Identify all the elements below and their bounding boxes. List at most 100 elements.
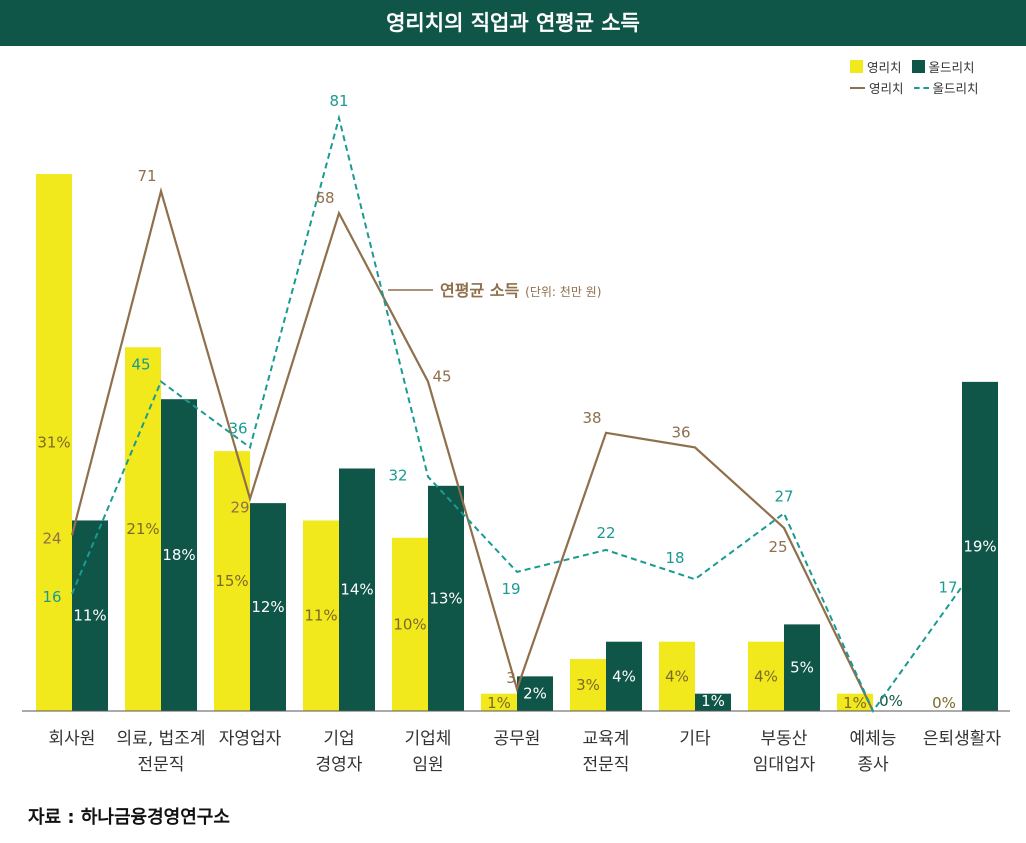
line-label-young-2: 29 — [230, 499, 249, 517]
bar-old-6 — [606, 641, 642, 711]
bar-old-3 — [339, 468, 375, 711]
annotation-label: 연평균 소득 — [440, 281, 519, 300]
bar-young-5 — [481, 693, 517, 711]
legend-row-lines: 영리치 올드리치 — [850, 77, 989, 98]
bar-label-young-5: 1% — [487, 694, 511, 712]
line-old — [71, 114, 963, 713]
line-label-old-10: 17 — [938, 579, 957, 597]
line-label-young-7: 36 — [671, 423, 690, 441]
bar-label-old-0: 11% — [73, 607, 106, 625]
bar-label-old-6: 4% — [612, 667, 636, 685]
bar-label-young-3: 11% — [304, 607, 337, 625]
legend-swatch-old-bar — [911, 60, 925, 73]
bar-label-young-1: 21% — [126, 520, 159, 538]
bar-young-8 — [748, 641, 784, 711]
line-label-old-2: 36 — [228, 419, 247, 437]
category-label-10-0: 은퇴생활자 — [923, 729, 1002, 749]
bar-label-old-1: 18% — [162, 546, 195, 564]
bar-young-3 — [303, 520, 339, 711]
source-note: 자료 : 하나금융경영연구소 — [28, 807, 230, 828]
bar-old-2 — [250, 503, 286, 711]
category-label-6-0: 교육계 — [583, 729, 630, 749]
line-label-old-5: 19 — [501, 580, 520, 598]
category-label-5-0: 공무원 — [494, 729, 541, 749]
line-label-young-0: 24 — [42, 529, 61, 547]
line-label-young-5: 3 — [506, 669, 516, 687]
annotation-text: 연평균 소득 (단위: 천만 원) — [440, 281, 601, 300]
line-label-old-4: 32 — [388, 467, 407, 485]
line-label-old-3: 81 — [329, 92, 348, 110]
bar-label-young-9: 1% — [843, 694, 867, 712]
legend-row-bars: 영리치 올드리치 — [850, 56, 989, 77]
bar-label-old-2: 12% — [251, 598, 284, 616]
line-label-old-7: 18 — [665, 549, 684, 567]
bar-young-9 — [837, 693, 873, 711]
legend: 영리치 올드리치 영리치 올드리치 — [850, 56, 989, 98]
line-label-old-6: 22 — [596, 524, 615, 542]
line-label-young-6: 38 — [582, 409, 601, 427]
bar-young-4 — [392, 537, 428, 711]
bar-young-1 — [125, 347, 161, 711]
bar-label-old-10: 19% — [963, 537, 996, 555]
legend-item-young-bar: 영리치 — [850, 57, 902, 76]
bar-old-4 — [428, 485, 464, 711]
category-label-1-0: 의료, 법조계 — [116, 729, 205, 749]
category-label-3-1: 경영자 — [316, 755, 363, 775]
category-label-8-0: 부동산 — [761, 729, 808, 749]
category-label-2-0: 자영업자 — [219, 729, 282, 749]
bar-young-7 — [659, 641, 695, 711]
category-label-0-0: 회사원 — [49, 729, 96, 749]
bar-old-7 — [695, 693, 731, 711]
category-label-9-1: 종사 — [857, 755, 889, 775]
bar-old-8 — [784, 624, 820, 711]
category-label-1-1: 전문직 — [138, 755, 185, 775]
bar-label-old-7: 1% — [701, 692, 725, 710]
category-label-8-1: 임대업자 — [753, 755, 816, 775]
bar-label-old-3: 14% — [340, 581, 373, 599]
bar-young-0 — [36, 174, 72, 711]
bar-label-old-8: 5% — [790, 659, 814, 677]
annotation-unit: (단위: 천만 원) — [525, 284, 601, 299]
bar-label-old-5: 2% — [523, 685, 547, 703]
bar-young-2 — [214, 451, 250, 711]
bar-old-5 — [517, 676, 553, 711]
bar-young-6 — [570, 659, 606, 711]
category-label-6-1: 전문직 — [583, 755, 630, 775]
legend-line-young — [850, 86, 865, 89]
legend-item-old-line: 올드리치 — [913, 78, 979, 97]
line-label-young-8: 25 — [768, 538, 787, 556]
line-label-young-1: 71 — [137, 167, 156, 185]
bar-label-young-10: 0% — [932, 694, 956, 712]
bar-label-old-4: 13% — [429, 589, 462, 607]
category-label-4-1: 임원 — [412, 755, 443, 775]
bar-label-old-9: 0% — [879, 692, 903, 710]
category-label-9-0: 예체능 — [850, 729, 897, 749]
line-label-old-1: 45 — [131, 356, 150, 374]
line-label-young-4: 45 — [432, 368, 451, 386]
legend-item-old-bar: 올드리치 — [911, 57, 975, 76]
line-label-old-8: 27 — [774, 487, 793, 505]
legend-label-old-line: 올드리치 — [932, 81, 979, 96]
legend-item-young-line: 영리치 — [850, 78, 904, 97]
bar-old-10 — [962, 381, 998, 711]
legend-label-young-bar: 영리치 — [867, 60, 902, 75]
chart-area: 31%11%21%18%15%12% 11%14%10%13%1%2% 3% 4% 4%… — [22, 92, 1010, 775]
bar-label-young-2: 15% — [215, 572, 248, 590]
legend-line-old — [913, 86, 929, 89]
bar-label-young-7: 4% — [665, 667, 689, 685]
chart-title: 영리치의 직업과 연평균 소득 — [0, 0, 1026, 46]
line-label-young-3: 68 — [315, 189, 334, 207]
bar-label-young-6: 3% — [576, 676, 600, 694]
bar-old-1 — [161, 399, 197, 711]
bar-label-young-8: 4% — [754, 667, 778, 685]
line-label-old-0: 16 — [42, 588, 61, 606]
legend-label-old-bar: 올드리치 — [928, 60, 975, 75]
line-young — [70, 187, 874, 712]
category-label-4-0: 기업체 — [405, 729, 452, 749]
category-label-3-0: 기업 — [323, 729, 354, 749]
legend-swatch-young-bar — [850, 60, 863, 73]
bar-label-young-4: 10% — [393, 615, 426, 633]
category-label-7-0: 기타 — [679, 729, 711, 749]
legend-label-young-line: 영리치 — [869, 81, 904, 96]
bar-label-young-0: 31% — [37, 434, 70, 452]
